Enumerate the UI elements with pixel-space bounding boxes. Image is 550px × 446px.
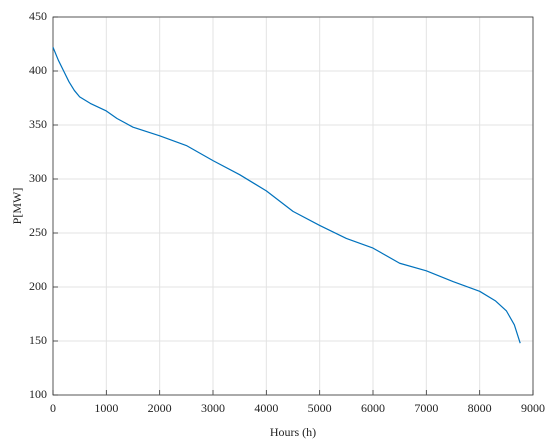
x-axis-label: Hours (h)	[270, 425, 316, 439]
plot-frame	[52, 16, 534, 396]
y-tick-label: 300	[29, 171, 47, 185]
y-tick-label: 200	[29, 279, 47, 293]
x-tick-label: 8000	[468, 401, 492, 415]
y-tick-label: 150	[29, 333, 47, 347]
y-tick-label: 250	[29, 225, 47, 239]
data-line	[52, 47, 521, 344]
y-tick-label: 450	[29, 9, 47, 23]
y-axis-label: P[MW]	[10, 188, 24, 225]
y-tick-label: 100	[29, 387, 47, 401]
x-tick-label: 7000	[414, 401, 438, 415]
x-tick-label: 4000	[254, 401, 278, 415]
x-tick-label: 1000	[94, 401, 118, 415]
x-tick-label: 5000	[308, 401, 332, 415]
x-tick-label: 9000	[521, 401, 545, 415]
x-tick-label: 2000	[148, 401, 172, 415]
y-tick-label: 400	[29, 63, 47, 77]
x-tick-label: 3000	[201, 401, 225, 415]
y-tick-label: 350	[29, 117, 47, 131]
x-tick-label: 6000	[361, 401, 385, 415]
x-tick-label: 0	[50, 401, 56, 415]
